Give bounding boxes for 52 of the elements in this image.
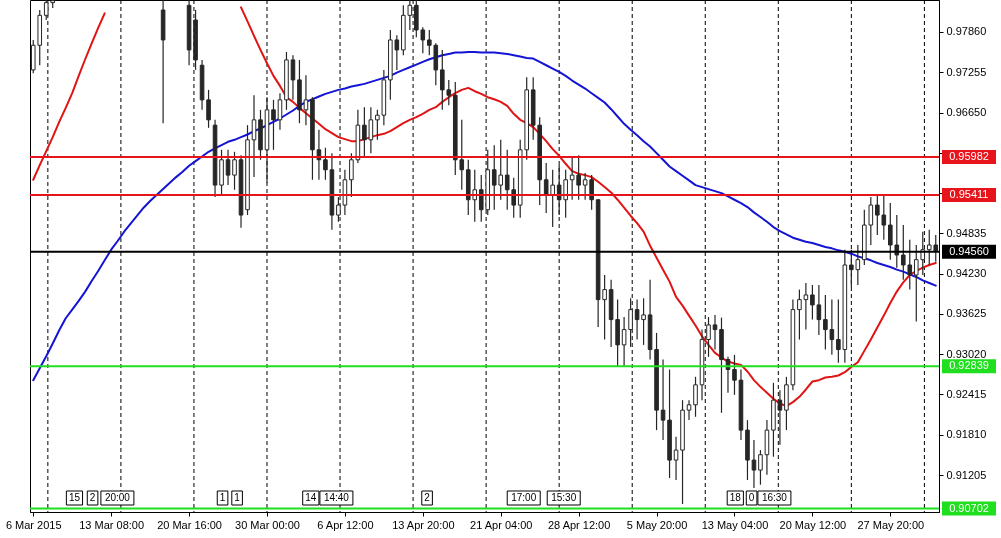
candlestick bbox=[290, 54, 296, 101]
candlestick bbox=[271, 99, 276, 151]
x-tick-label: 13 May 04:00 bbox=[701, 518, 769, 531]
x-tick-label: 6 Apr 12:00 bbox=[317, 518, 374, 531]
y-tick-label: 0.96650 bbox=[946, 106, 987, 119]
line-series bbox=[32, 50, 937, 382]
candlestick bbox=[686, 399, 692, 421]
candlestick bbox=[751, 439, 757, 489]
candlestick bbox=[712, 314, 718, 351]
annotation: 15 bbox=[68, 492, 81, 503]
candlestick bbox=[673, 436, 679, 481]
y-tick-label: 0.94230 bbox=[946, 267, 987, 280]
y-tick-label: 0.93020 bbox=[946, 347, 987, 360]
annotation: 17:00 bbox=[511, 492, 537, 503]
x-tick-label: 21 Apr 04:00 bbox=[470, 518, 533, 531]
x-tick-label: 20 Mar 16:00 bbox=[157, 518, 222, 531]
y-tick-label: 0.93625 bbox=[946, 307, 987, 320]
candlestick bbox=[732, 354, 737, 396]
candlestick bbox=[232, 151, 237, 191]
y-tick-label: 0.97255 bbox=[946, 65, 987, 78]
y-tick-label: 0.94835 bbox=[946, 226, 987, 239]
annotation: 14 bbox=[305, 492, 317, 503]
x-tick-label: 27 May 20:00 bbox=[857, 518, 925, 531]
candlestick bbox=[693, 376, 698, 418]
candlestick bbox=[225, 149, 231, 186]
y-tick-label: 0.97860 bbox=[946, 25, 987, 38]
x-tick-label: 30 Mar 00:00 bbox=[235, 518, 300, 531]
annotation: 0 bbox=[748, 492, 755, 503]
ref-line-label: 0.95982 bbox=[949, 150, 989, 162]
x-tick-label: 13 Apr 20:00 bbox=[392, 518, 455, 531]
candlestick bbox=[706, 316, 711, 358]
x-tick-label: 28 Apr 12:00 bbox=[547, 518, 611, 531]
x-tick-label: 13 Mar 08:00 bbox=[79, 518, 145, 531]
annotation: 1 bbox=[234, 492, 241, 503]
annotation: 15:30 bbox=[551, 492, 577, 503]
ref-line-label: 0.95411 bbox=[949, 188, 989, 201]
annotation: 20:00 bbox=[104, 492, 131, 503]
annotation: 14:40 bbox=[323, 492, 350, 503]
annotation: 2 bbox=[424, 492, 431, 503]
y-tick-label: 0.91205 bbox=[946, 468, 987, 481]
x-tick-label: 6 Mar 2015 bbox=[5, 518, 62, 531]
ref-line-label: 0.94560 bbox=[949, 244, 989, 257]
y-tick-label: 0.91810 bbox=[946, 428, 987, 441]
annotation: 18 bbox=[729, 492, 742, 503]
annotation: 1 bbox=[219, 492, 226, 503]
y-tick-label: 0.92415 bbox=[946, 387, 987, 400]
annotation: 2 bbox=[89, 492, 96, 503]
annotation: 16:30 bbox=[761, 492, 788, 503]
ref-line-label: 0.90702 bbox=[949, 501, 989, 514]
ref-line-label: 0.92839 bbox=[949, 359, 989, 372]
x-tick-label: 5 May 20:00 bbox=[626, 518, 688, 531]
x-tick-label: 20 May 12:00 bbox=[779, 518, 847, 531]
